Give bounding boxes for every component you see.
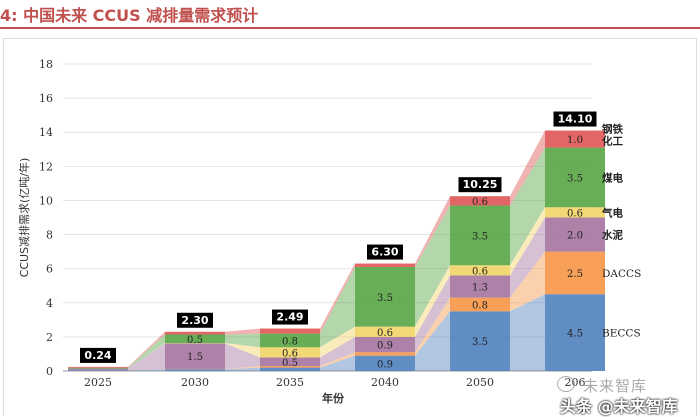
data-label: 4.5 bbox=[567, 329, 583, 340]
legend-label: 水泥 bbox=[601, 229, 623, 242]
y-tick-label: 2 bbox=[46, 331, 53, 344]
bar-segment-钢铁 化工 bbox=[355, 264, 415, 267]
bar-segment-BECCS bbox=[68, 370, 128, 371]
total-label: 14.10 bbox=[558, 113, 593, 126]
total-label: 0.24 bbox=[84, 349, 111, 362]
bar-segment-钢铁 化工 bbox=[165, 332, 225, 335]
data-label: 1.0 bbox=[567, 135, 583, 146]
x-tick-label: 2035 bbox=[276, 376, 304, 389]
x-tick-label: 2025 bbox=[84, 376, 112, 389]
y-tick-label: 0 bbox=[46, 365, 53, 378]
data-label: 3.5 bbox=[472, 231, 488, 242]
data-label: 2.5 bbox=[567, 269, 583, 280]
data-label: 0.6 bbox=[472, 266, 488, 277]
legend-label: DACCS bbox=[602, 268, 641, 280]
data-label: 1.5 bbox=[187, 352, 203, 363]
y-tick-label: 16 bbox=[39, 92, 53, 105]
data-label: 0.6 bbox=[282, 348, 298, 359]
y-tick-label: 8 bbox=[46, 229, 53, 242]
area-band-钢铁 化工 bbox=[225, 329, 260, 335]
legend-label: 化工 bbox=[602, 135, 623, 148]
total-label: 6.30 bbox=[371, 246, 398, 259]
legend-label: 钢铁 bbox=[602, 123, 623, 136]
total-label: 10.25 bbox=[463, 178, 498, 191]
data-label: 1.3 bbox=[472, 283, 488, 294]
area-band-水泥 bbox=[128, 343, 165, 370]
y-tick-label: 4 bbox=[46, 297, 53, 310]
total-callout: 6.30 bbox=[367, 245, 403, 260]
bar-segment-钢铁 化工 bbox=[68, 367, 128, 368]
y-axis-title: CCUS减排需求(亿吨/年) bbox=[17, 158, 31, 278]
data-label: 3.5 bbox=[472, 337, 488, 348]
data-label: 0.6 bbox=[377, 328, 393, 339]
total-callout: 0.24 bbox=[80, 348, 116, 363]
data-label: 2.0 bbox=[567, 231, 583, 242]
data-label: 0.9 bbox=[377, 359, 393, 370]
data-label: 0.6 bbox=[567, 208, 583, 219]
legend-label: 气电 bbox=[601, 206, 623, 219]
y-tick-label: 14 bbox=[39, 126, 53, 139]
data-label: 0.5 bbox=[282, 358, 298, 369]
data-label: 0.5 bbox=[187, 335, 203, 346]
bar-segment-钢铁 化工 bbox=[260, 329, 320, 334]
y-tick-label: 10 bbox=[39, 194, 53, 207]
watermark-icon bbox=[557, 376, 575, 392]
total-callout: 2.30 bbox=[177, 313, 213, 328]
total-callout: 14.10 bbox=[554, 112, 597, 127]
bar-segment-水泥 bbox=[68, 369, 128, 371]
total-label: 2.30 bbox=[181, 314, 208, 327]
bar-segment-煤电 bbox=[68, 368, 128, 369]
legend-label: 煤电 bbox=[602, 171, 623, 184]
y-tick-label: 18 bbox=[39, 58, 53, 71]
data-label: 0.6 bbox=[472, 197, 488, 208]
watermark-account: 头条 @未来智库 bbox=[560, 393, 678, 417]
x-tick-label: 2040 bbox=[371, 376, 399, 389]
x-tick-label: 2050 bbox=[466, 376, 494, 389]
x-tick-label: 2030 bbox=[181, 376, 209, 389]
legend-label: BECCS bbox=[602, 328, 641, 340]
y-tick-label: 12 bbox=[39, 160, 53, 173]
x-axis-title: 年份 bbox=[322, 391, 345, 405]
data-label: 3.5 bbox=[377, 293, 393, 304]
data-label: 0.8 bbox=[472, 300, 488, 311]
total-label: 2.49 bbox=[276, 311, 303, 324]
data-label: 0.9 bbox=[377, 341, 393, 352]
total-callout: 2.49 bbox=[272, 310, 308, 325]
bar-segment-BECCS bbox=[165, 369, 225, 371]
y-tick-label: 6 bbox=[46, 263, 53, 276]
data-label: 0.8 bbox=[282, 336, 298, 347]
bar-segment-DACCS bbox=[355, 352, 415, 355]
data-label: 3.5 bbox=[567, 173, 583, 184]
total-callout: 10.25 bbox=[459, 177, 502, 192]
